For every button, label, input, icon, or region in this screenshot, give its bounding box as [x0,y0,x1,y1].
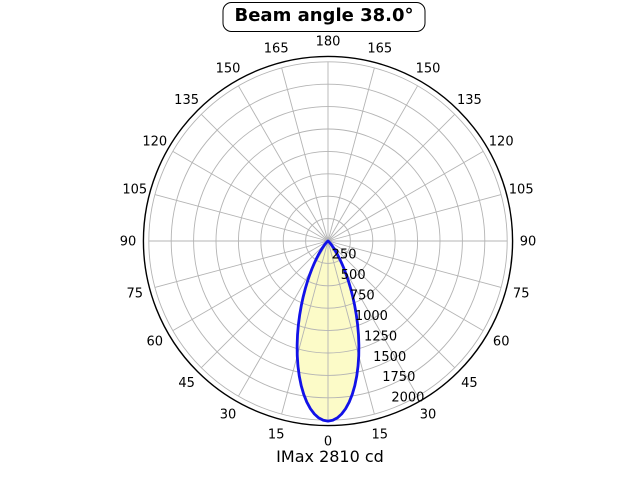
angle-tick-label: 30 [220,408,237,423]
angle-tick-label: 165 [264,41,289,56]
chart-title-box: Beam angle 38.0° [222,2,426,33]
angle-tick-label: 90 [120,235,137,250]
radial-tick-label: 2000 [391,391,424,406]
grid-spoke [327,113,456,242]
radial-tick-label: 1000 [355,309,388,324]
angle-tick-label: 75 [127,286,144,301]
grid-spoke [281,240,329,415]
grid-spoke [327,240,502,288]
angle-tick-label: 180 [316,35,341,50]
angle-tick-label: 135 [174,93,199,108]
radial-tick-label: 1500 [373,350,406,365]
angle-tick-label: 105 [122,183,147,198]
grid-spoke [327,240,484,331]
radial-tick-label: 1250 [364,329,397,344]
angle-tick-label: 120 [142,135,167,150]
grid-spoke [327,240,375,415]
grid-spoke [281,67,329,242]
grid-spoke [154,194,329,242]
grid-spoke [327,151,484,242]
radial-tick-label: 250 [332,248,357,263]
grid-spoke [238,85,329,242]
angle-tick-label: 15 [268,428,285,443]
angle-tick-label: 0 [324,435,332,450]
grid-spoke [200,113,329,242]
angle-tick-label: 150 [416,61,441,76]
grid-spoke [327,194,502,242]
grid-spoke [327,67,375,242]
angle-tick-label: 60 [493,335,510,350]
angle-tick-label: 90 [520,235,537,250]
angle-tick-label: 135 [457,93,482,108]
imax-label: IMax 2810 cd [276,447,384,466]
radial-tick-label: 500 [341,268,366,283]
radial-tick-label: 1750 [382,370,415,385]
radial-tick-label: 750 [350,288,375,303]
angle-tick-label: 120 [489,135,514,150]
angle-tick-label: 45 [178,376,195,391]
angle-tick-label: 105 [509,183,534,198]
grid-spoke [172,151,329,242]
angle-tick-label: 150 [216,61,241,76]
grid-spoke [154,240,329,288]
beam-lobe-curve [295,239,361,423]
angle-tick-label: 60 [147,335,164,350]
grid-spoke [327,85,418,242]
angle-tick-label: 15 [372,428,389,443]
angle-tick-label: 75 [513,286,530,301]
angle-tick-label: 30 [420,408,437,423]
grid-spoke [327,240,456,369]
grid-spoke [172,240,329,331]
angle-tick-label: 165 [367,41,392,56]
polar-boundary-circle [142,55,514,427]
angle-tick-label: 45 [461,376,478,391]
grid-spoke [200,240,329,369]
chart-title: Beam angle 38.0° [234,5,414,26]
